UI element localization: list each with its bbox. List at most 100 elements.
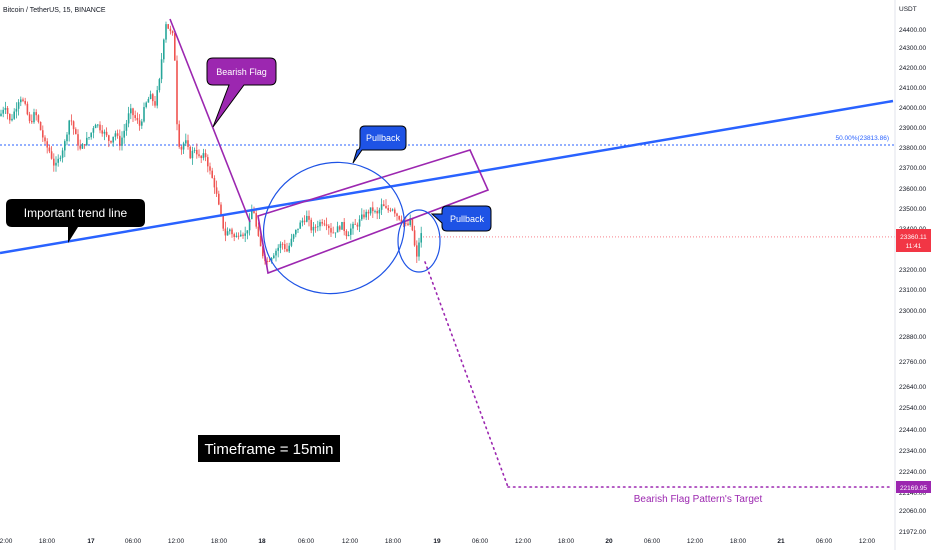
- flag-pole-line[interactable]: [169, 18, 251, 223]
- candle-body: [341, 222, 343, 230]
- candle-body: [409, 218, 411, 225]
- candle-body: [398, 215, 400, 220]
- target-projection-line[interactable]: [424, 261, 509, 488]
- time-tick-label: 2:00: [0, 538, 13, 545]
- time-tick-group: 2:00 18:00 17 06:00 12:00 18:00 18 06:00 12:00 18…: [0, 538, 876, 545]
- candle-body: [92, 128, 95, 133]
- bearish-flag-callout-label: Bearish Flag: [216, 67, 267, 77]
- candle-body: [158, 79, 161, 91]
- price-axis[interactable]: USDT 24400.00 24300.00 24200.00 24100.00 240…: [899, 6, 926, 536]
- candle-body: [251, 210, 253, 220]
- candle-body: [286, 248, 288, 252]
- candle-body: [391, 209, 394, 211]
- time-tick-label: 06:00: [644, 538, 661, 545]
- trend-line-callout-label: Important trend line: [24, 206, 128, 220]
- candle-body: [259, 235, 262, 247]
- time-tick-label: 06:00: [472, 538, 489, 545]
- candle-body: [149, 94, 152, 100]
- candle-body: [303, 220, 306, 222]
- candle-body: [72, 121, 75, 130]
- candle-body: [336, 226, 339, 233]
- candle-body: [176, 60, 178, 125]
- important-trend-line[interactable]: [0, 99, 894, 255]
- trend-line-callout[interactable]: Important trend line: [6, 199, 145, 243]
- candle-body: [380, 204, 383, 210]
- candle-body: [281, 243, 284, 245]
- time-tick-label: 18:00: [39, 538, 56, 545]
- pullback-callout-1-bubble: [352, 125, 407, 164]
- candle-body: [28, 114, 31, 121]
- candle-body: [237, 235, 240, 237]
- candle-body: [11, 118, 13, 121]
- candle-body: [310, 219, 312, 231]
- pullback-ellipse-large[interactable]: [246, 144, 421, 312]
- candle-body: [209, 166, 211, 171]
- candle-body: [262, 246, 264, 257]
- candle-body: [64, 141, 66, 151]
- target-price-badge: 22169.95: [896, 481, 931, 493]
- candle-body: [50, 151, 53, 159]
- price-tick-label: 22540.00: [899, 405, 926, 412]
- candle-body: [288, 245, 290, 252]
- candle-body: [169, 28, 172, 32]
- candle-body: [295, 229, 297, 235]
- candle-body: [334, 232, 337, 234]
- candle-body: [222, 215, 224, 229]
- price-tick-label: 24200.00: [899, 65, 926, 72]
- candle-body: [17, 102, 20, 109]
- candle-body: [57, 158, 59, 163]
- candle-body: [407, 223, 409, 225]
- candle-body: [39, 121, 42, 131]
- candle-body: [185, 140, 187, 144]
- candle-body: [365, 211, 367, 218]
- candle-body: [266, 261, 268, 262]
- candle-body: [116, 133, 119, 136]
- bearish-flag-callout-bubble: [206, 57, 277, 128]
- candle-body: [105, 131, 108, 136]
- pullback-callout-2[interactable]: Pullback: [430, 205, 492, 232]
- price-tick-label: 23700.00: [899, 165, 926, 172]
- candle-body: [193, 149, 196, 151]
- last-price-badge: 23360.11 11:41: [896, 229, 931, 252]
- bearish-flag-channel[interactable]: [257, 149, 490, 275]
- candle-body: [299, 222, 301, 229]
- candle-body: [81, 144, 84, 149]
- candle-body: [46, 141, 48, 148]
- candle-body: [167, 24, 169, 29]
- time-axis[interactable]: 2:00 18:00 17 06:00 12:00 18:00 18 06:00 12:00 18…: [0, 538, 876, 545]
- candle-body: [59, 157, 62, 159]
- candle-body: [33, 112, 35, 123]
- candle-body: [248, 219, 251, 231]
- bearish-flag-callout[interactable]: Bearish Flag: [206, 57, 277, 128]
- price-tick-label: 22640.00: [899, 384, 926, 391]
- candle-body: [35, 112, 37, 116]
- candle-body: [99, 124, 101, 131]
- candle-body: [97, 124, 99, 126]
- pullback-ellipse-small[interactable]: [397, 209, 441, 273]
- candle-body: [418, 242, 420, 257]
- candle-body: [110, 140, 112, 143]
- candle-body: [22, 99, 24, 101]
- price-tick-label: 24100.00: [899, 85, 926, 92]
- candle-body: [13, 111, 15, 119]
- candle-body: [350, 228, 352, 235]
- candle-body: [233, 234, 235, 237]
- price-tick-label: 23800.00: [899, 145, 926, 152]
- candle-body: [66, 134, 68, 142]
- price-tick-label: 23600.00: [899, 186, 926, 193]
- time-tick-label: 19: [433, 538, 441, 545]
- candle-body: [24, 100, 26, 104]
- candle-body: [308, 215, 310, 220]
- candle-body: [301, 220, 304, 223]
- candle-body: [130, 108, 132, 114]
- time-tick-label: 18:00: [730, 538, 747, 545]
- pullback-callout-1[interactable]: Pullback: [352, 125, 407, 164]
- candle-body: [187, 140, 189, 147]
- candle-body: [394, 209, 396, 214]
- candle-body: [42, 130, 44, 138]
- candle-body: [325, 224, 328, 226]
- price-tick-label: 23000.00: [899, 308, 926, 315]
- candle-body: [200, 155, 202, 159]
- price-tick-label: 22060.00: [899, 508, 926, 515]
